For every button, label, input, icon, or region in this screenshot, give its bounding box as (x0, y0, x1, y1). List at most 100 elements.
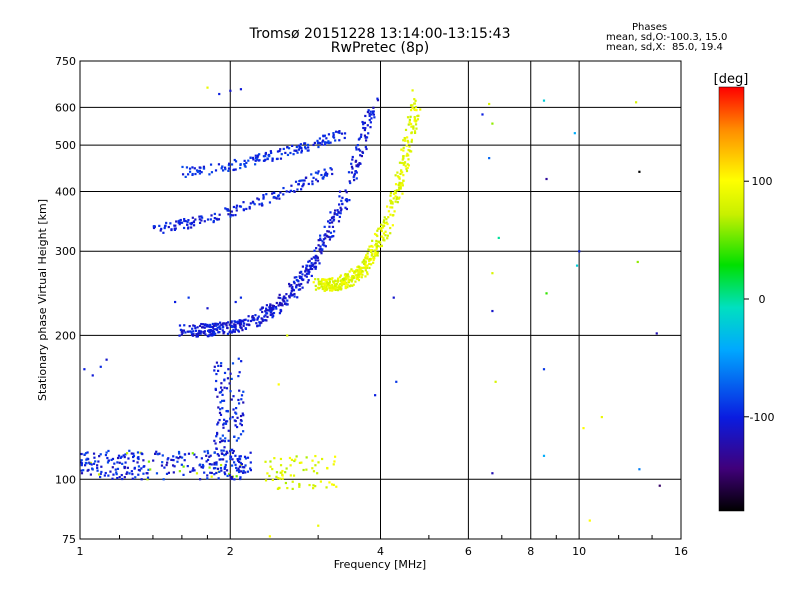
data-point (238, 389, 241, 392)
data-point (238, 319, 241, 322)
data-point (488, 102, 491, 106)
data-point (254, 154, 257, 157)
data-point (239, 461, 242, 465)
data-point (321, 140, 324, 143)
data-point (313, 265, 316, 268)
data-point (130, 452, 133, 455)
data-point (174, 227, 177, 230)
data-point (218, 470, 221, 473)
data-point (228, 472, 231, 476)
data-point (254, 314, 257, 317)
data-point (208, 329, 211, 332)
data-point (225, 460, 228, 463)
data-point (338, 203, 341, 206)
data-point (225, 322, 228, 325)
data-point (313, 141, 316, 145)
data-point (307, 268, 310, 272)
data-point (239, 163, 242, 166)
data-point (272, 306, 275, 310)
data-point (214, 461, 217, 465)
data-point (364, 262, 367, 265)
data-point (295, 149, 298, 152)
data-point (173, 228, 177, 231)
data-point (179, 221, 182, 224)
data-point (413, 102, 416, 105)
data-point (323, 143, 327, 146)
y-axis-ticks: 75 100 200 300 400 500 600 750 (55, 55, 76, 546)
data-point (191, 166, 194, 169)
data-point (249, 156, 252, 159)
data-point (353, 178, 356, 182)
data-point (542, 454, 546, 457)
data-point (494, 380, 497, 383)
data-point (254, 159, 257, 162)
data-point (208, 173, 211, 176)
data-point (402, 139, 405, 142)
data-point (204, 333, 207, 336)
data-point (307, 272, 310, 275)
data-point (302, 278, 305, 281)
data-point (300, 147, 303, 150)
data-point (345, 191, 348, 194)
data-point (305, 176, 308, 179)
data-point (180, 221, 184, 224)
x-tick-label: 16 (674, 545, 688, 558)
data-point (199, 463, 202, 466)
data-point (228, 331, 231, 334)
data-point (246, 456, 250, 459)
data-point (203, 330, 206, 333)
data-point (361, 120, 364, 124)
data-point (341, 278, 344, 281)
data-point (216, 326, 219, 329)
data-point (365, 136, 369, 139)
data-point (406, 116, 410, 119)
data-point (371, 110, 375, 113)
data-point (347, 281, 351, 284)
colorbar-tick-label: 0 (759, 293, 766, 306)
data-point (234, 213, 237, 217)
data-point (372, 257, 375, 260)
data-point (335, 485, 338, 488)
data-point (131, 477, 134, 480)
data-point (382, 237, 385, 240)
data-point (213, 451, 216, 454)
data-point (229, 372, 232, 375)
data-point (279, 302, 282, 305)
data-point (165, 463, 168, 467)
data-point (232, 328, 235, 332)
data-point (86, 457, 89, 460)
data-point (416, 118, 420, 121)
data-point (319, 142, 322, 145)
data-point (317, 141, 320, 144)
data-point (162, 231, 165, 234)
data-point (80, 464, 83, 467)
data-point (378, 227, 382, 230)
data-point (132, 455, 135, 459)
data-point (360, 276, 363, 279)
data-point (251, 200, 255, 203)
data-point (386, 234, 389, 237)
data-point (396, 171, 399, 174)
data-point (155, 450, 158, 453)
data-point (239, 476, 242, 479)
data-point (350, 171, 353, 174)
data-point (309, 267, 312, 271)
data-point (229, 450, 232, 453)
data-point (369, 110, 372, 113)
data-point (191, 173, 194, 177)
data-point (192, 330, 195, 333)
data-point (179, 456, 182, 459)
data-point (252, 158, 255, 161)
data-point (382, 219, 386, 222)
data-point (248, 207, 251, 210)
data-point (220, 167, 223, 170)
data-point (342, 279, 345, 282)
data-point (381, 235, 384, 238)
data-point (353, 172, 356, 176)
data-point (307, 149, 310, 152)
data-point (288, 285, 291, 288)
data-point (206, 452, 210, 455)
data-point (237, 357, 240, 360)
data-point (323, 282, 326, 285)
